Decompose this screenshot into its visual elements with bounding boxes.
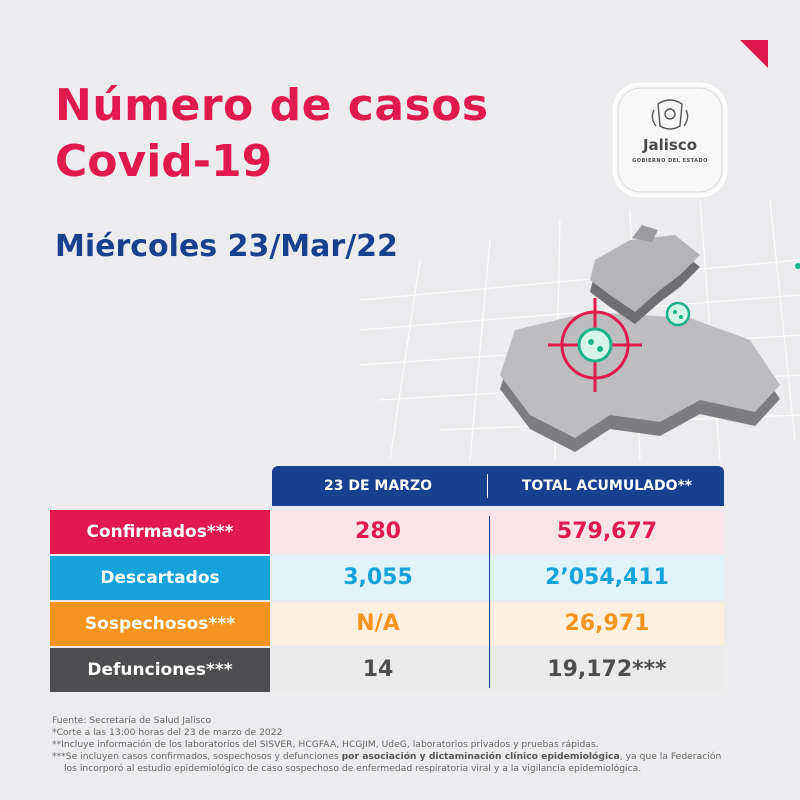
row-background [272,556,724,600]
table-header: 23 DE MARZO TOTAL ACUMULADO** [272,466,724,506]
cell-total-value: 19,172*** [547,657,667,682]
table-row-confirmados: Confirmados*** 280 579,677 [50,510,724,554]
note-labs: **Incluye información de los laboratorio… [52,739,599,750]
row-label: Confirmados*** [50,510,270,554]
table-row-defunciones: Defunciones*** 14 19,172*** [50,648,724,692]
row-background [272,648,724,692]
footnotes: Fuente: Secretaría de Salud Jalisco *Cor… [52,715,752,775]
jalisco-map-illustration [360,200,800,460]
row-background [272,510,724,554]
logo-subtitle: GOBIERNO DEL ESTADO [632,158,708,164]
cell-total-value: 2’054,411 [545,565,669,590]
cases-table: 23 DE MARZO TOTAL ACUMULADO** Confirmado… [50,466,724,694]
logo-name: Jalisco [642,136,698,154]
header-divider [487,474,488,498]
corner-triangle-icon [740,40,768,68]
row-label: Sospechosos*** [50,602,270,646]
note-included-bold: por asociación y dictaminación clínico e… [341,751,620,762]
cell-total-value: 579,677 [556,519,658,544]
cell-day-value: 280 [355,519,401,544]
column-header-day: 23 DE MARZO [323,478,432,494]
note-included: ***Se incluyen casos confirmados, sospec… [52,751,752,763]
row-label: Defunciones*** [50,648,270,692]
column-divider [489,516,490,688]
cell-day-value: 14 [362,657,394,682]
jalisco-logo: Jalisco GOBIERNO DEL ESTADO [612,82,728,198]
row-background [272,602,724,646]
row-label: Descartados [50,556,270,600]
note-included-pre: ***Se incluyen casos confirmados, sospec… [52,751,342,762]
cell-day-value: 3,055 [343,565,413,590]
table-row-descartados: Descartados 3,055 2’054,411 [50,556,724,600]
virus-icon [577,327,613,363]
page-title-line1: Número de casos [55,80,489,131]
page-title-line2: Covid-19 [55,136,273,187]
note-included-line2: los incorporó al estudio epidemiológico … [64,763,642,774]
note-included-post: , ya que la Federación [619,751,722,762]
table-row-sospechosos: Sospechosos*** N/A 26,971 [50,602,724,646]
column-header-total: TOTAL ACUMULADO** [521,478,693,494]
cell-day-value: N/A [356,611,400,636]
logo-badge-icon [612,82,728,198]
cell-total-value: 26,971 [564,611,650,636]
report-date: Miércoles 23/Mar/22 [55,229,398,264]
note-cutoff: *Corte a las 13:00 horas del 23 de marzo… [52,727,283,738]
note-source: Fuente: Secretaría de Salud Jalisco [52,715,212,726]
